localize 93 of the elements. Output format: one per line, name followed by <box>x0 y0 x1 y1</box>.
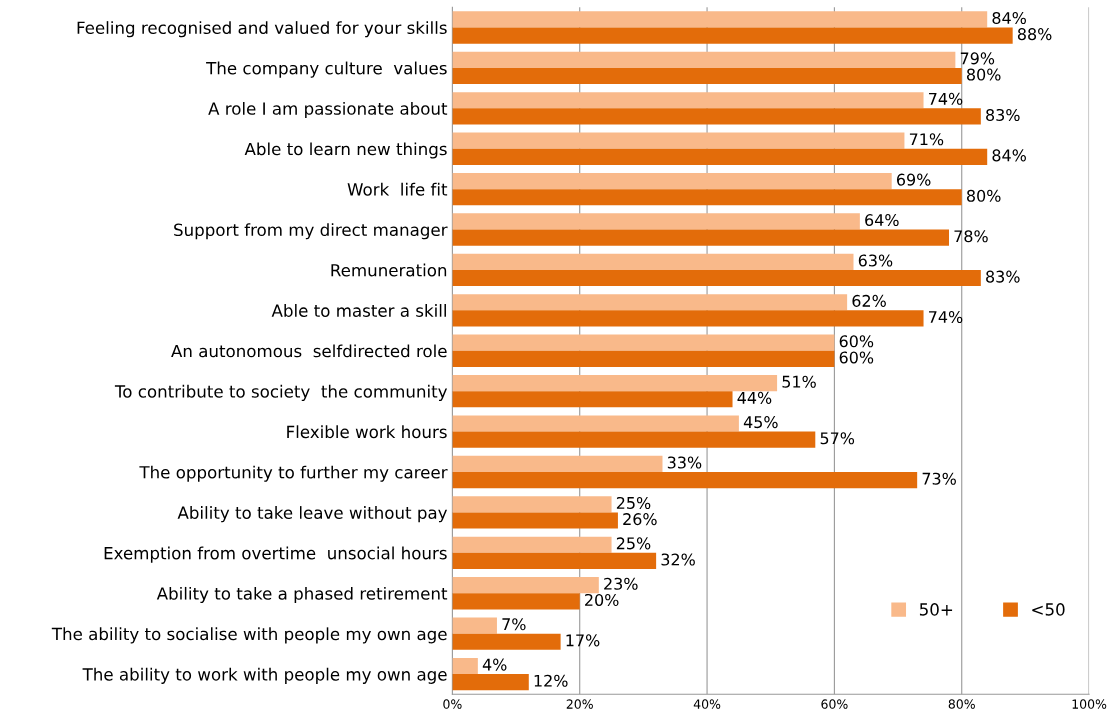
bar <box>452 27 1013 44</box>
data-label: 79% <box>960 52 995 65</box>
bar <box>452 472 918 489</box>
data-label: 25% <box>616 537 651 550</box>
y-tick-label: An autonomous selfdirected role <box>171 344 447 358</box>
bar <box>452 552 657 570</box>
bar <box>452 455 663 473</box>
y-tick-label: The opportunity to further my career <box>139 465 448 482</box>
bar <box>452 593 580 610</box>
bar <box>452 269 981 287</box>
data-label: 60% <box>839 335 874 348</box>
bar <box>452 657 478 675</box>
y-tick-label: A role I am passionate about <box>208 101 448 119</box>
bar <box>452 172 892 190</box>
data-label: 83% <box>986 270 1020 283</box>
data-label: 17% <box>566 634 600 647</box>
y-tick-label: Exemption from overtime unsocial hours <box>104 546 447 563</box>
data-label: 63% <box>858 254 893 267</box>
bar <box>452 617 497 634</box>
y-tick-label: Feeling recognised and valued for your skills <box>77 21 447 38</box>
bar <box>452 512 618 529</box>
y-tick-label: Remuneration <box>331 263 447 277</box>
y-tick-label: Support from my direct manager <box>174 223 448 240</box>
data-label: 23% <box>604 577 638 590</box>
x-tick-label: 80% <box>948 699 975 709</box>
data-label: 25% <box>616 496 651 509</box>
data-label: 12% <box>534 674 568 687</box>
data-label: 62% <box>852 294 886 307</box>
data-label: 45% <box>743 416 778 429</box>
data-label: 7% <box>502 618 526 631</box>
x-tick-label: 20% <box>566 699 593 709</box>
legend-label: <50 <box>1032 603 1065 616</box>
x-tick-label: 60% <box>821 699 848 709</box>
bar <box>452 375 778 392</box>
data-label: 71% <box>909 133 944 146</box>
data-label: 73% <box>922 472 956 485</box>
bar <box>452 229 949 246</box>
data-label: 84% <box>992 11 1026 25</box>
bar <box>452 350 835 367</box>
data-label: 26% <box>623 513 657 526</box>
data-label: 44% <box>737 391 772 404</box>
data-label: 74% <box>929 92 963 105</box>
data-label: 64% <box>865 214 899 227</box>
data-label: 20% <box>585 593 619 606</box>
data-label: 80% <box>966 68 1001 81</box>
bar <box>452 674 529 691</box>
y-tick-label: The ability to socialise with people my own age <box>51 627 447 644</box>
bar <box>452 334 835 351</box>
y-tick-label: The company culture values <box>206 61 447 78</box>
bar <box>452 253 854 270</box>
data-label: 74% <box>929 311 963 324</box>
data-label: 32% <box>661 553 695 566</box>
bar <box>452 213 860 230</box>
bar <box>452 310 924 327</box>
bar <box>452 148 988 165</box>
bar <box>452 294 848 311</box>
y-tick-label: To contribute to society the community <box>114 384 448 401</box>
bar <box>452 108 981 125</box>
bar <box>452 132 905 149</box>
data-label: 51% <box>782 375 816 388</box>
bar <box>452 496 612 513</box>
y-tick-label: Flexible work hours <box>287 425 447 439</box>
data-label: 33% <box>667 456 702 469</box>
bar <box>452 633 561 650</box>
data-label: 57% <box>820 432 855 445</box>
bar <box>452 536 612 553</box>
y-tick-label: Able to learn new things <box>244 142 447 159</box>
bar <box>452 391 733 408</box>
y-tick-label: Ability to take leave without pay <box>177 506 448 523</box>
x-tick-label: 0% <box>443 699 462 709</box>
data-label: 69% <box>896 173 931 186</box>
bar <box>452 67 962 85</box>
data-label: 88% <box>1017 28 1052 41</box>
y-tick-label: Work life fit <box>347 182 448 196</box>
y-tick-label: Able to master a skill <box>271 304 446 317</box>
bar <box>452 11 988 28</box>
x-tick-label: 100% <box>1072 699 1107 709</box>
bar <box>452 189 962 206</box>
data-label: 84% <box>992 149 1026 162</box>
bar <box>452 415 739 432</box>
data-label: 80% <box>966 189 1001 202</box>
y-tick-label: Ability to take a phased retirement <box>156 586 448 604</box>
data-label: 4% <box>482 658 507 671</box>
data-label: 78% <box>954 230 988 243</box>
bar <box>452 51 956 68</box>
bar <box>452 431 816 448</box>
legend-label: 50+ <box>919 603 953 616</box>
bar <box>452 92 924 109</box>
y-tick-label: The ability to work with people my own age <box>82 667 447 684</box>
data-label: 60% <box>839 351 874 364</box>
x-tick-label: 40% <box>693 699 721 709</box>
data-label: 83% <box>986 108 1020 122</box>
bar <box>452 577 599 594</box>
